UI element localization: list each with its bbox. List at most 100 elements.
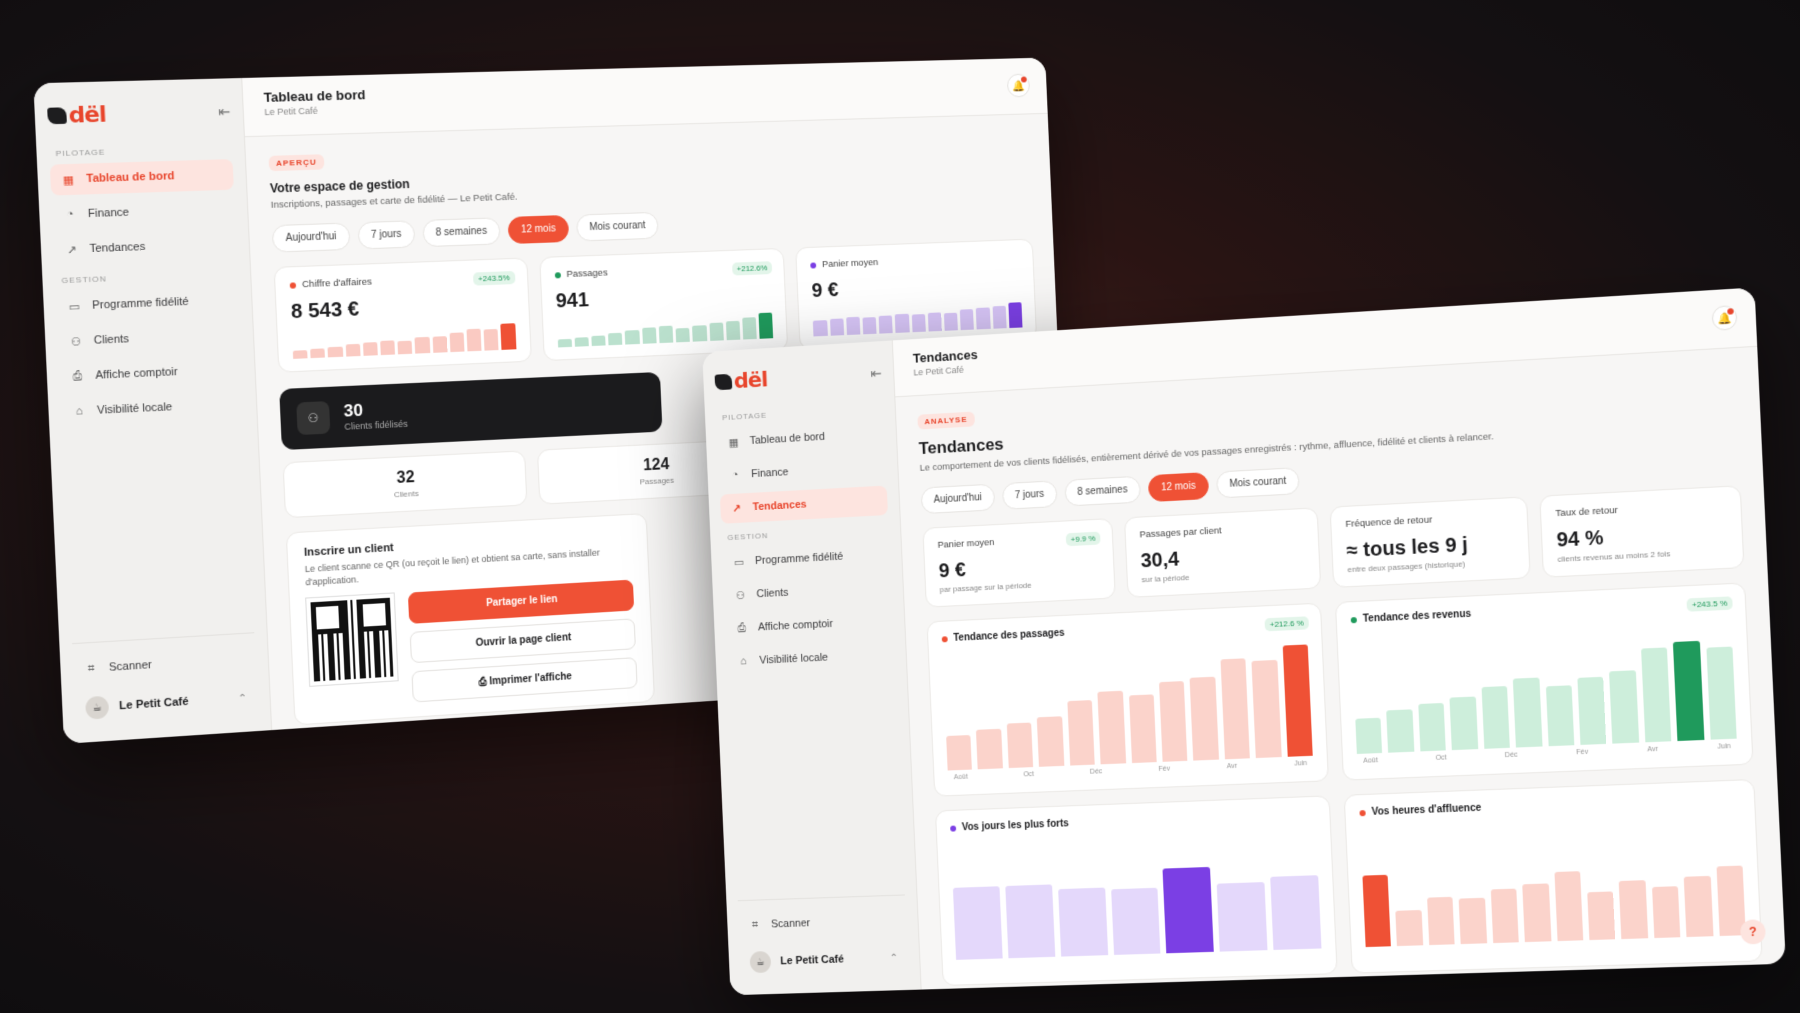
print-icon: ⎙ [72,369,83,383]
sidebar-item-finance[interactable]: ◔ Finance [718,452,886,491]
sidebar-item-affiche-comptoir[interactable]: ⎙ Affiche comptoir [59,354,243,393]
avatar: ☕ [749,950,772,974]
bars [1352,618,1737,754]
print-poster-button[interactable]: ⎙ Imprimer l'affiche [411,657,638,703]
finance-icon: ◔ [731,469,739,482]
grid-icon: ▦ [728,436,739,449]
spark-bar [574,337,589,347]
period-12-months[interactable]: 12 mois [1147,472,1210,503]
store-icon: ⌂ [75,405,83,418]
sidebar-item-visibilite-locale[interactable]: ⌂ Visibilité locale [61,389,245,428]
card-icon: ▭ [733,556,745,569]
chart-bar [1162,866,1215,954]
strongest-days-chart: Vos jours les plus forts [934,795,1338,986]
period-current-month[interactable]: Mois courant [575,211,659,242]
print-icon: ⎙ [478,676,490,689]
spark-bar [708,322,724,341]
period-today[interactable]: Aujourd'hui [920,483,996,515]
collapse-sidebar-icon[interactable]: ⇤ [217,102,231,120]
chart-bar [1449,696,1478,751]
sidebar-item-clients[interactable]: ⚇ Clients [724,573,892,611]
brand-logo[interactable]: dël [714,367,768,395]
spark-bar [292,350,308,359]
spark-bar [345,344,361,357]
spark-bar [943,312,959,331]
kpi-revenue: Chiffre d'affaires +243.5% 8 543 € [273,257,532,373]
scan-icon: ⌗ [87,661,95,675]
store-icon: ⌂ [739,655,747,668]
loyal-clients-card[interactable]: ⚇ 30 Clients fidélisés [279,371,663,451]
sidebar-item-clients[interactable]: ⚇ Clients [57,319,241,357]
chart-bar [1097,690,1126,765]
collapse-sidebar-icon[interactable]: ⇤ [870,364,883,381]
chart-bar [1587,891,1616,941]
sidebar-item-programme-fidelite[interactable]: ▭ Programme fidélité [68,295,189,314]
scanner-button[interactable]: ⌗ Scanner [738,905,906,940]
chart-bar [1189,677,1219,761]
kpi-value: 941 [555,289,590,313]
spark-bar [725,320,741,341]
kpi-delta: +9.9 % [1065,531,1101,547]
period-12-months[interactable]: 12 mois [507,214,570,245]
sidebar-item-affiche-comptoir[interactable]: ⎙ Affiche comptoir [725,606,893,643]
card-icon: ▭ [68,300,81,314]
spark-bar [500,323,517,350]
brand-logo[interactable]: dël [47,102,106,129]
sidebar: dël ⇤ PILOTAGE ▦ Tableau de bord ◔ Finance… [33,77,273,744]
chart-bar [1355,717,1383,754]
revenue-trend-chart: Tendance des revenus +243.5 % Août Oct Déc… [1334,582,1754,781]
sidebar-item-tableau-de-bord[interactable]: ▦ Tableau de bord [728,430,826,449]
spark-bar [758,312,774,339]
chart-bar [976,728,1003,770]
period-8-weeks[interactable]: 8 semaines [422,217,501,248]
sidebar: dël ⇤ PILOTAGE ▦ Tableau de bord ◔ Finance… [702,340,922,996]
sidebar-item-tendances[interactable]: ↗ Tendances [53,228,237,265]
kpi-value: 9 € [811,279,839,303]
period-today[interactable]: Aujourd'hui [271,222,351,253]
sidebar-item-visibilite-locale[interactable]: ⌂ Visibilité locale [727,640,895,677]
spark-bar [608,333,623,346]
chart-bar [1057,887,1108,957]
period-7-days[interactable]: 7 jours [357,220,416,250]
spark-bar [449,331,465,353]
chart-bar [1619,880,1648,940]
finance-icon: ◔ [66,208,74,221]
period-7-days[interactable]: 7 jours [1001,480,1058,510]
sparkline [557,312,774,348]
spark-bar [658,325,674,344]
section-label-pilotage: PILOTAGE [55,147,106,159]
user-menu[interactable]: ☕ Le Petit Café ⌃ [740,939,909,982]
spark-bar [878,315,894,334]
scan-icon: ⌗ [751,918,759,931]
spark-bar [742,317,757,340]
chart-bar [1216,881,1268,952]
user-menu[interactable]: ☕ Le Petit Café ⌃ [74,678,258,729]
kpi-passages-per-client: Passages par client 30,4 sur la période [1123,507,1322,598]
loyal-clients-label: Clients fidélisés [344,418,409,432]
open-client-page-button[interactable]: Ouvrir la page client [409,618,636,664]
chart-bar [1609,670,1639,744]
chart-bar [1110,887,1161,955]
peak-hours-chart: Vos heures d'affluence [1343,778,1763,974]
chevron-up-icon: ⌃ [889,952,899,964]
sidebar-item-finance[interactable]: ◔ Finance [51,194,235,231]
chart-bar [1706,646,1737,740]
kpi-passages: Passages +212.6% 941 [538,247,789,362]
chart-bar [1395,909,1424,947]
trend-icon: ↗ [731,502,742,515]
chart-bar [1418,702,1447,752]
period-8-weeks[interactable]: 8 semaines [1064,475,1141,507]
spark-bar [483,329,499,351]
spark-bar [992,305,1007,329]
period-current-month[interactable]: Mois courant [1215,467,1301,499]
bars [951,830,1322,960]
chart-delta: +212.6 % [1264,616,1310,632]
bars [943,637,1313,771]
spark-bar [557,339,572,348]
sidebar-item-programme-fidelite[interactable]: ▭ Programme fidélité [733,550,844,569]
share-link-button[interactable]: Partager le lien [407,579,635,625]
section-badge: APERÇU [268,154,325,172]
sidebar-item-tableau-de-bord[interactable]: ▦ Tableau de bord [49,159,234,196]
sidebar-item-tendances[interactable]: ↗ Tendances [719,485,889,524]
spark-bar [675,327,691,343]
